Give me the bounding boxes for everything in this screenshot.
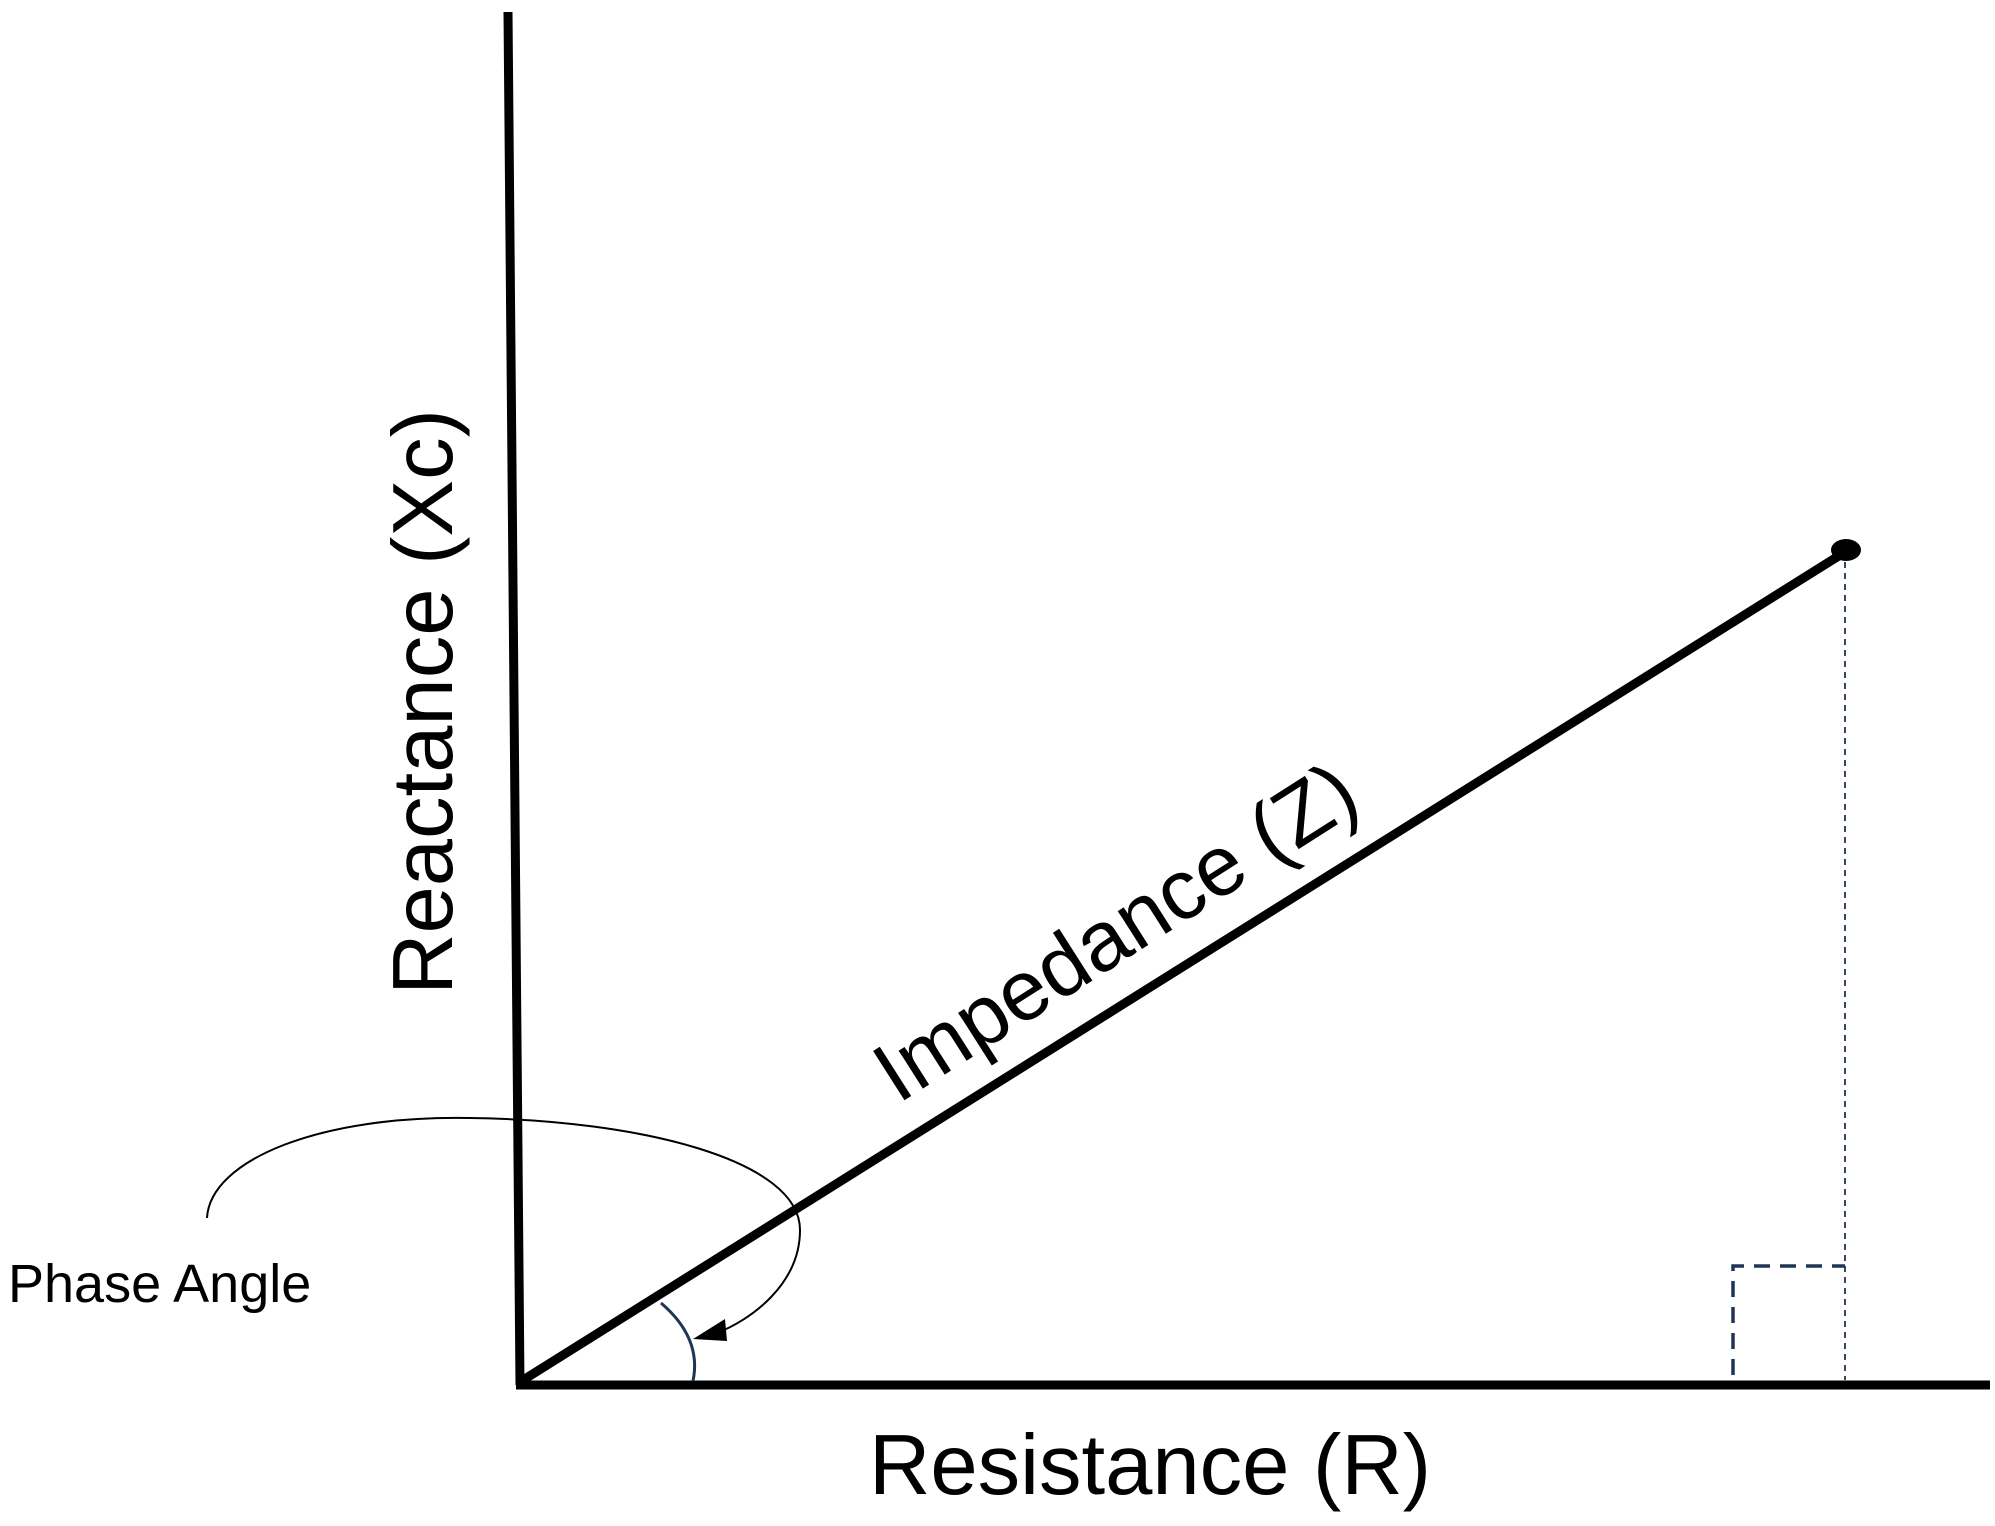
phase-angle-callout-curve — [206, 1116, 802, 1334]
impedance-label: Impedance (Z) — [857, 743, 1374, 1120]
y-axis-line — [503, 11, 525, 1386]
impedance-vector — [515, 547, 1850, 1387]
impedance-endpoint-dot — [1831, 539, 1861, 561]
phase-angle-arrowhead-icon — [693, 1319, 727, 1341]
phase-angle-arc — [660, 1301, 697, 1382]
phase-angle-label: Phase Angle — [8, 1254, 311, 1314]
right-angle-marker — [1731, 1264, 1845, 1375]
y-axis-label: Reactance (Xc) — [376, 409, 471, 995]
x-axis-label: Resistance (R) — [869, 1418, 1431, 1513]
